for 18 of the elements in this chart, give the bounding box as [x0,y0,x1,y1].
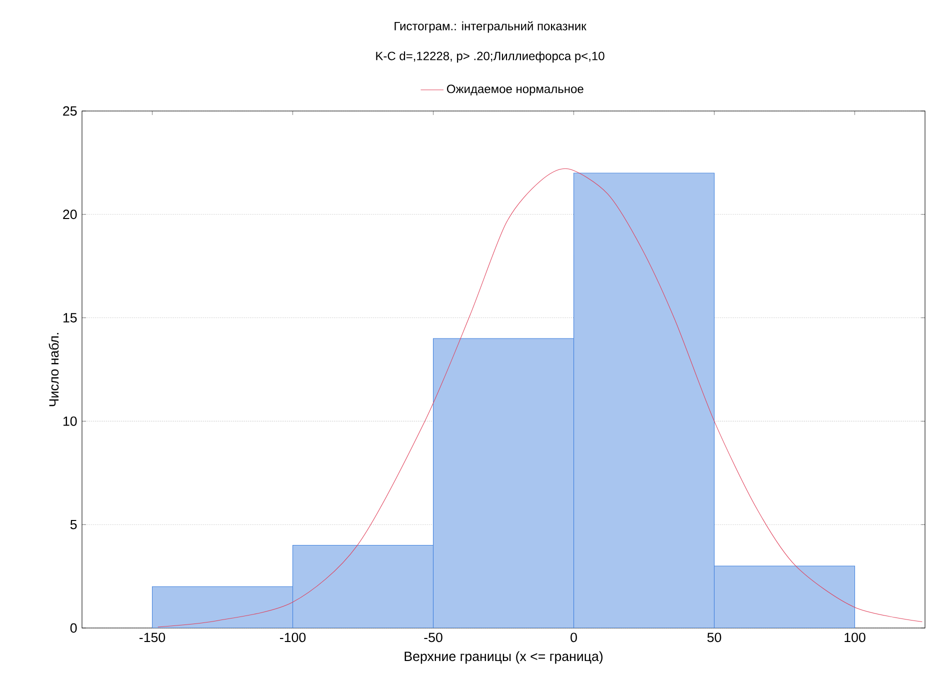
y-tick-label: 5 [70,520,77,530]
y-tick-label: 25 [63,106,77,116]
x-tick-label: -100 [280,632,306,642]
chart-title: Гистограм.: інтегральний показник [394,21,586,33]
y-axis-title: Число набл. [48,333,59,406]
x-tick-label: 50 [707,632,722,642]
y-tick-label: 10 [63,416,77,426]
y-tick-label: 0 [70,623,77,633]
x-tick-label: 100 [844,632,866,642]
y-tick-label: 15 [63,313,77,322]
x-tick-label: -50 [424,632,442,642]
chart-subtitle: K-C d=,12228, p> .20;Лиллиефорса p<,10 [376,51,604,63]
y-tick-label: 20 [63,210,77,220]
x-tick-label: -150 [139,632,166,642]
x-tick-label: 0 [570,632,577,642]
legend-label: Ожидаемое нормальное [446,84,584,96]
line-series [158,168,922,628]
x-axis-title: Верхние границы (x <= граница) [404,651,603,664]
